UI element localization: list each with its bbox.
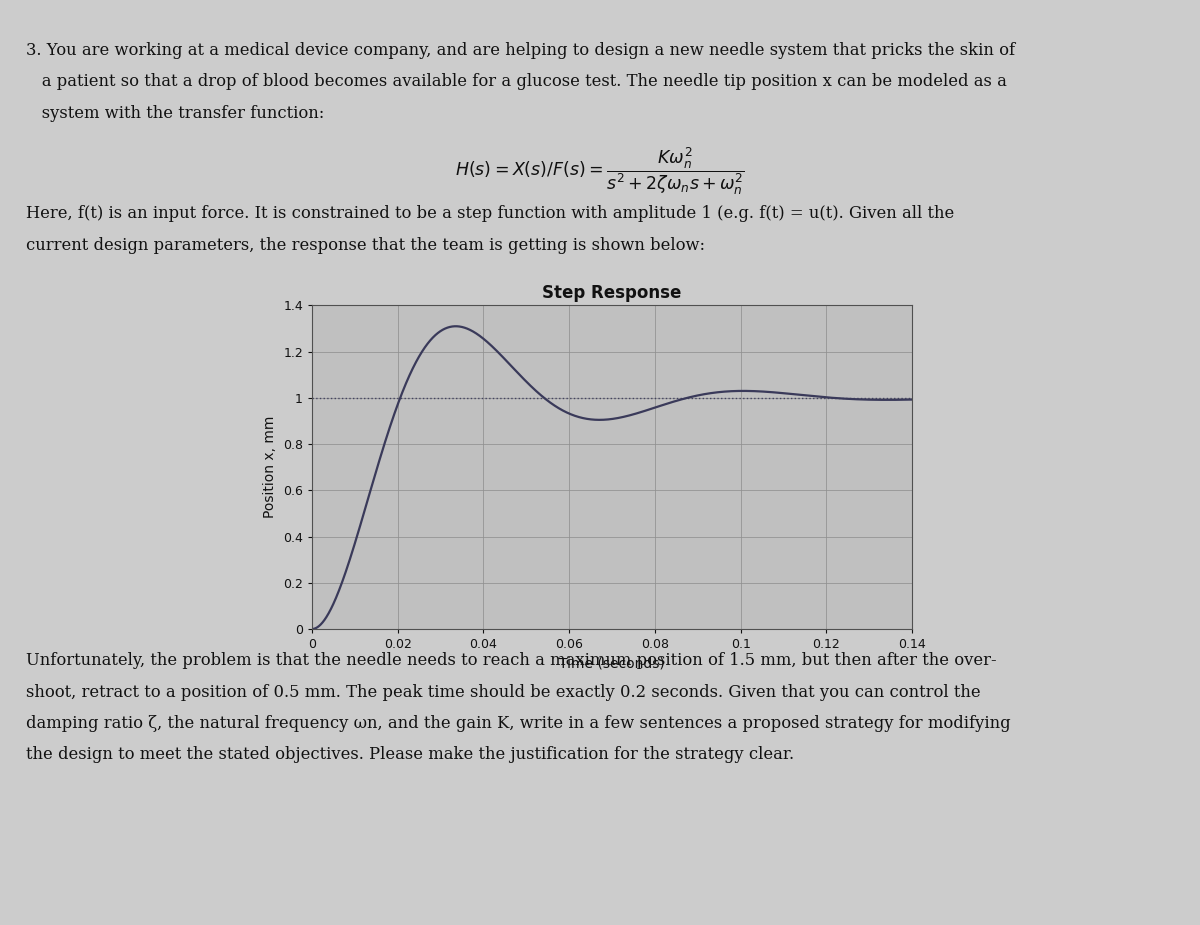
Text: Unfortunately, the problem is that the needle needs to reach a maximum position : Unfortunately, the problem is that the n… xyxy=(26,652,997,669)
Text: a patient so that a drop of blood becomes available for a glucose test. The need: a patient so that a drop of blood become… xyxy=(26,73,1007,90)
Text: 3. You are working at a medical device company, and are helping to design a new : 3. You are working at a medical device c… xyxy=(26,42,1015,58)
Text: $H(s) = X(s)/F(s) = \dfrac{K\omega_n^2}{s^2 + 2\zeta\omega_n s + \omega_n^2}$: $H(s) = X(s)/F(s) = \dfrac{K\omega_n^2}{… xyxy=(455,145,745,197)
X-axis label: Time (seconds): Time (seconds) xyxy=(559,657,665,671)
Text: Here, f(t) is an input force. It is constrained to be a step function with ampli: Here, f(t) is an input force. It is cons… xyxy=(26,205,955,222)
Text: the design to meet the stated objectives. Please make the justification for the : the design to meet the stated objectives… xyxy=(26,746,794,763)
Text: system with the transfer function:: system with the transfer function: xyxy=(26,105,325,121)
Y-axis label: Position x, mm: Position x, mm xyxy=(264,416,277,518)
Text: shoot, retract to a position of 0.5 mm. The peak time should be exactly 0.2 seco: shoot, retract to a position of 0.5 mm. … xyxy=(26,684,982,700)
Text: current design parameters, the response that the team is getting is shown below:: current design parameters, the response … xyxy=(26,237,706,253)
Title: Step Response: Step Response xyxy=(542,284,682,302)
Text: damping ratio ζ, the natural frequency ωn, and the gain K, write in a few senten: damping ratio ζ, the natural frequency ω… xyxy=(26,715,1012,732)
